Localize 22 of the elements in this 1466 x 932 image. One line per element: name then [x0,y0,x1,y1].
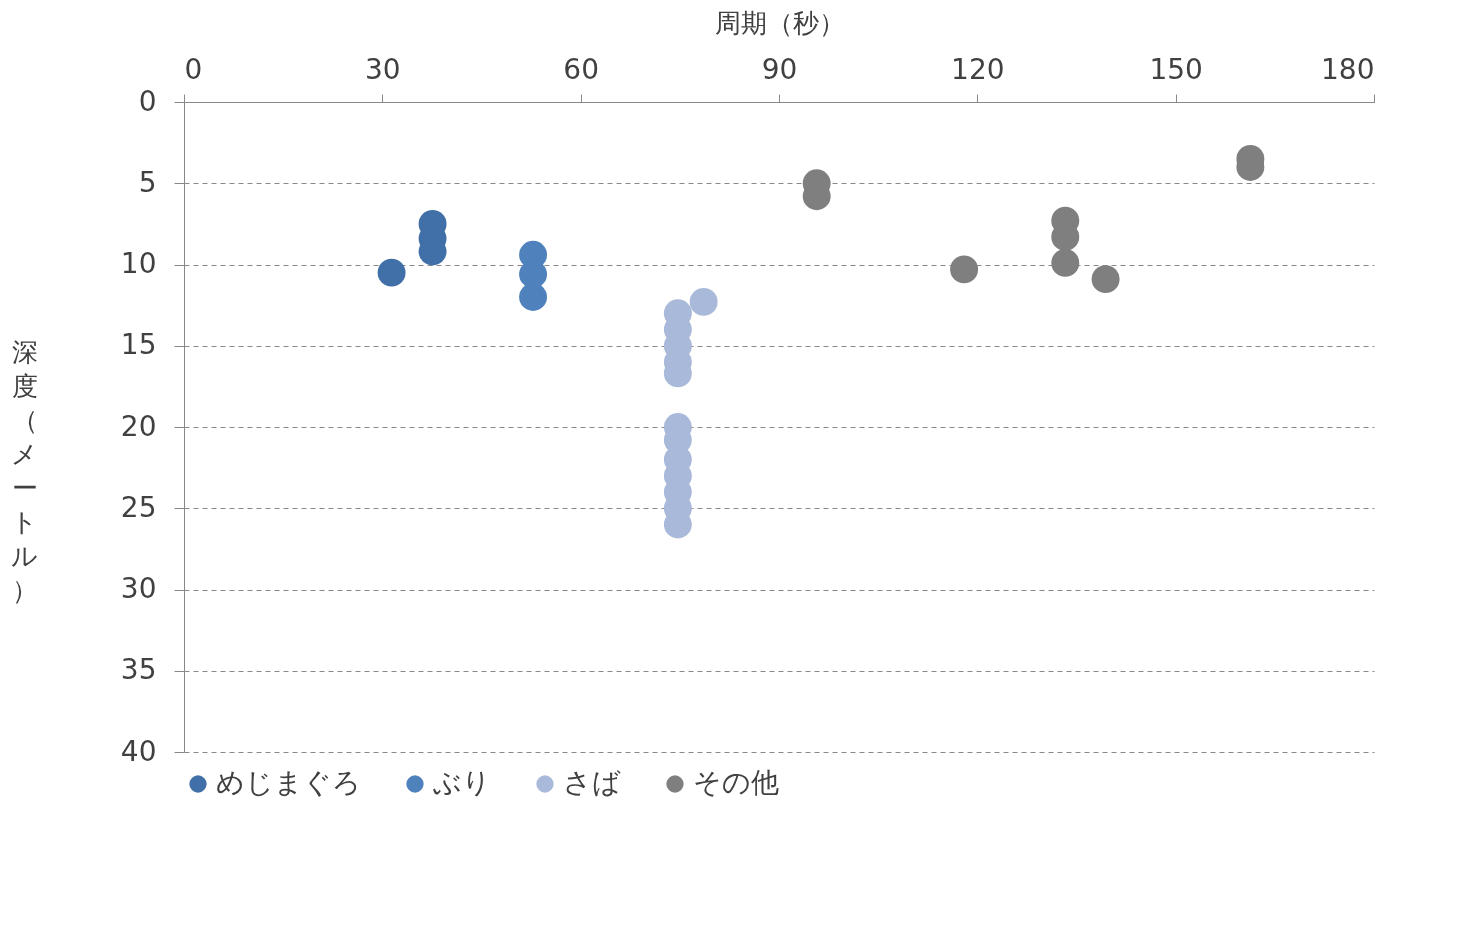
y-tick-label: 25 [120,490,157,524]
x-tick-label: 60 [563,52,599,86]
y-tick-label: 30 [120,572,157,605]
y-tick-label: 0 [138,84,157,118]
legend-label: その他 [693,766,779,799]
y-axis-title: 深度（メートル） [11,336,38,605]
x-tick-label: 150 [1149,52,1203,86]
y-tick-label: 10 [120,247,157,280]
y-tick-label: 15 [120,328,157,362]
x-tick-label: 180 [1321,52,1375,86]
y-tick-label: 5 [138,165,157,199]
y-tick-label: 40 [120,734,157,768]
legend-label: さば [563,766,621,799]
x-axis-title: 周期（秒） [714,7,845,38]
x-tick-label: 0 [184,52,203,86]
y-tick-label: 20 [120,409,157,443]
y-tick-label: 35 [120,653,157,687]
x-tick-label: 90 [761,52,798,86]
legend-label: めじまぐろ [216,766,361,799]
legend-label: ぶり [433,766,491,799]
x-tick-label: 120 [951,52,1005,86]
x-tick-label: 30 [365,52,401,86]
